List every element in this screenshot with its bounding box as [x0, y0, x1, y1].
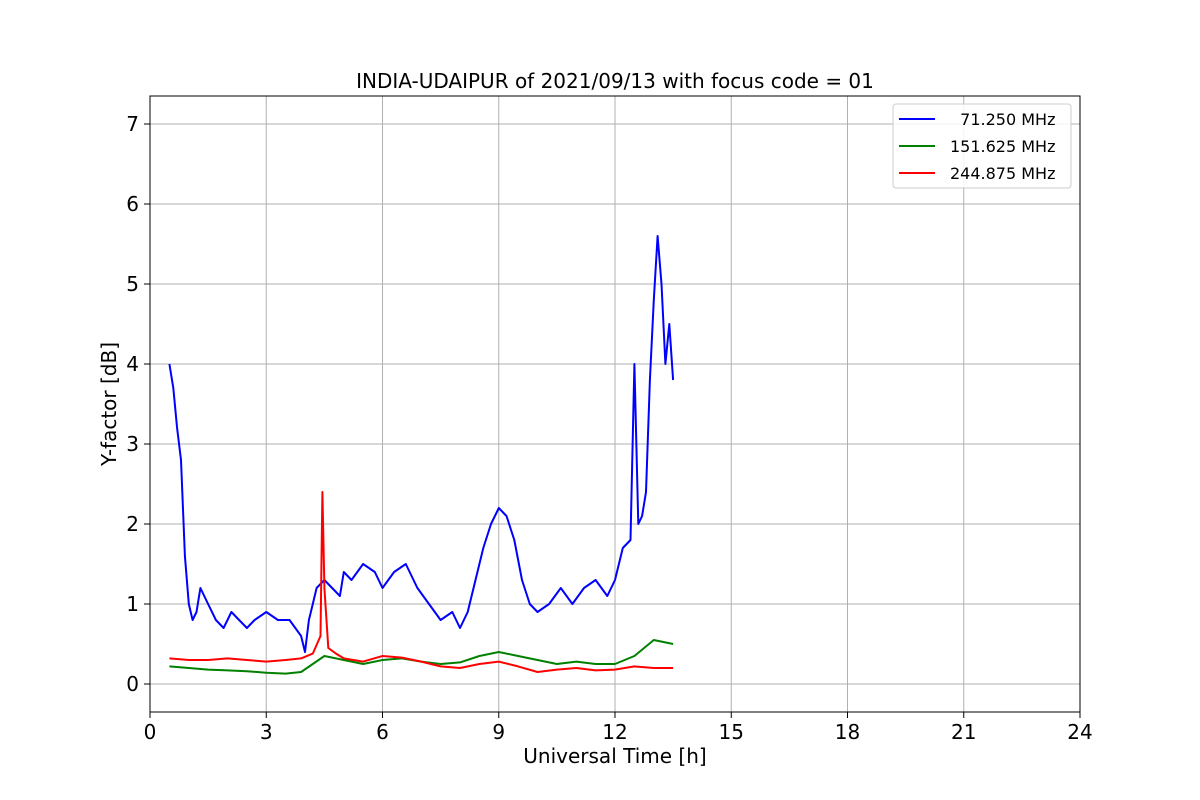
y-tick-label: 2 — [126, 512, 139, 536]
x-tick-label: 9 — [492, 720, 505, 744]
y-tick-label: 3 — [126, 432, 139, 456]
x-axis-label: Universal Time [h] — [523, 744, 706, 768]
chart-title: INDIA-UDAIPUR of 2021/09/13 with focus c… — [356, 69, 874, 93]
x-tick-label: 21 — [951, 720, 976, 744]
y-tick-label: 5 — [126, 272, 139, 296]
x-tick-label: 12 — [602, 720, 627, 744]
series-line — [168, 235, 675, 653]
legend-label: 71.250 MHz — [950, 110, 1055, 129]
legend-label: 244.875 MHz — [950, 164, 1055, 183]
y-tick-label: 7 — [126, 112, 139, 136]
x-tick-label: 18 — [835, 720, 860, 744]
x-tick-label: 6 — [376, 720, 389, 744]
x-tick-label: 15 — [719, 720, 744, 744]
y-tick-label: 0 — [126, 672, 139, 696]
x-tick-label: 3 — [260, 720, 273, 744]
x-tick-label: 0 — [144, 720, 157, 744]
y-tick-label: 1 — [126, 592, 139, 616]
y-tick-label: 4 — [126, 352, 139, 376]
legend: 71.250 MHz 151.625 MHz 244.875 MHz — [892, 103, 1072, 189]
y-axis-label: Y-factor [dB] — [97, 342, 121, 467]
series-line — [169, 491, 674, 673]
series-layer — [168, 235, 675, 675]
y-tick-label: 6 — [126, 192, 139, 216]
x-tick-label: 24 — [1067, 720, 1092, 744]
legend-label: 151.625 MHz — [950, 137, 1055, 156]
legend-box — [892, 103, 1072, 189]
